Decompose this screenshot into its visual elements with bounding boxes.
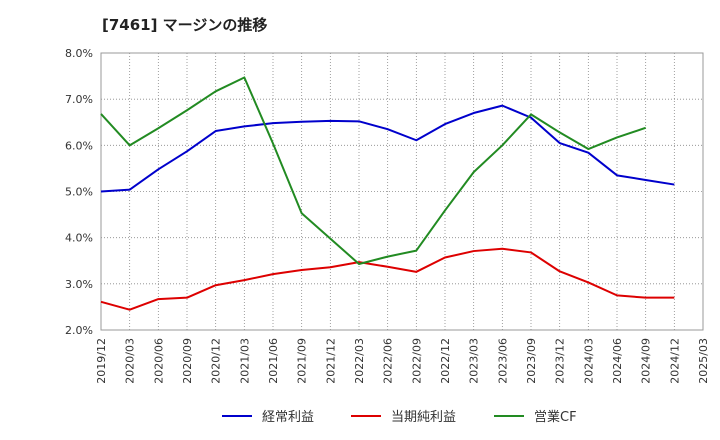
x-tick-label: 2020/09 (181, 338, 194, 384)
x-tick-label: 2019/12 (95, 338, 108, 384)
y-tick-label: 7.0% (65, 93, 93, 106)
legend-label: 営業CF (534, 409, 577, 425)
y-tick-label: 5.0% (65, 186, 93, 199)
x-tick-label: 2023/12 (554, 338, 567, 384)
x-tick-label: 2020/03 (124, 338, 137, 384)
series-line (100, 247, 675, 311)
series-line (100, 104, 675, 193)
x-tick-label: 2022/06 (382, 338, 395, 384)
x-tick-label: 2023/09 (525, 338, 538, 384)
legend-label: 経常利益 (262, 410, 314, 425)
x-tick-label: 2020/06 (152, 338, 165, 384)
y-tick-label: 3.0% (65, 278, 93, 291)
x-tick-label: 2024/06 (611, 338, 624, 384)
x-tick-label: 2021/06 (267, 338, 280, 384)
x-tick-label: 2022/03 (353, 338, 366, 384)
x-tick-label: 2023/03 (468, 338, 481, 384)
chart-title: [7461] マージンの推移 (102, 16, 268, 34)
y-tick-label: 2.0% (65, 324, 93, 337)
y-tick-label: 6.0% (65, 139, 93, 152)
series-line (100, 76, 646, 265)
x-tick-label: 2024/09 (640, 338, 653, 384)
x-tick-label: 2024/12 (668, 338, 681, 384)
x-tick-label: 2022/12 (439, 338, 452, 384)
x-tick-label: 2025/03 (697, 338, 710, 384)
x-tick-label: 2024/03 (582, 338, 595, 384)
x-tick-label: 2021/03 (238, 338, 251, 384)
x-tick-label: 2021/12 (324, 338, 337, 384)
legend-label: 当期純利益 (391, 410, 456, 425)
y-tick-label: 4.0% (65, 232, 93, 245)
x-tick-label: 2022/09 (410, 338, 423, 384)
y-tick-label: 8.0% (65, 47, 93, 60)
x-tick-label: 2020/12 (210, 338, 223, 384)
x-tick-label: 2021/09 (296, 338, 309, 384)
x-tick-label: 2023/06 (496, 338, 509, 384)
